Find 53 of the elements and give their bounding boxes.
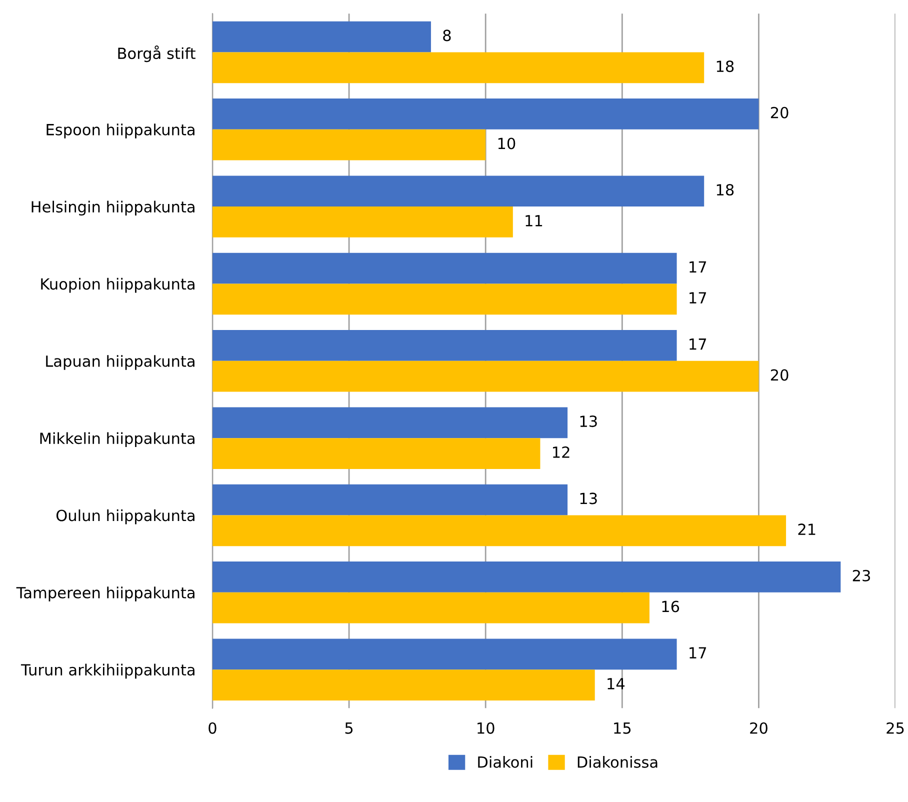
bar xyxy=(212,52,704,84)
x-tick-label: 0 xyxy=(208,722,216,734)
data-label: 8 xyxy=(443,30,451,42)
bar xyxy=(212,206,513,238)
data-label: 12 xyxy=(553,446,570,458)
data-label: 17 xyxy=(690,292,706,304)
y-tick-label: Lapuan hiippakunta xyxy=(46,355,194,370)
data-label: 20 xyxy=(770,106,788,118)
data-label: 13 xyxy=(580,492,597,504)
y-tick-label: Helsingin hiippakunta xyxy=(32,200,194,216)
bar xyxy=(212,98,759,130)
bar xyxy=(212,515,786,546)
bar xyxy=(212,176,704,207)
data-label: 10 xyxy=(498,138,516,150)
data-label: 13 xyxy=(580,416,597,428)
data-label: 18 xyxy=(716,60,734,72)
data-label: 21 xyxy=(798,524,816,535)
data-label: 17 xyxy=(690,338,706,350)
data-label: 23 xyxy=(852,570,870,582)
bar xyxy=(212,592,650,624)
data-label: 18 xyxy=(716,184,734,196)
bar xyxy=(212,252,677,284)
y-tick-label: Turun arkkihiippakunta xyxy=(20,664,194,679)
data-label: 17 xyxy=(690,261,706,273)
bar xyxy=(212,438,540,469)
y-tick-label: Espoon hiippakunta xyxy=(46,124,194,138)
data-label: 17 xyxy=(690,647,706,658)
bar xyxy=(212,407,568,438)
bar xyxy=(212,638,677,670)
bar xyxy=(212,284,677,315)
y-tick-label: Kuopion hiippakunta xyxy=(41,278,194,293)
data-label: 16 xyxy=(662,600,680,612)
bar xyxy=(212,129,486,160)
bar xyxy=(212,21,431,52)
bar xyxy=(212,330,677,361)
bar xyxy=(212,670,595,700)
bar xyxy=(212,562,841,592)
bar xyxy=(212,360,759,392)
x-tick-label: 15 xyxy=(614,722,631,734)
x-tick-label: 5 xyxy=(345,722,353,734)
x-tick-label: 25 xyxy=(886,722,904,734)
x-tick-label: 10 xyxy=(478,722,494,734)
y-tick-label: Mikkelin hiippakunta xyxy=(40,432,194,448)
legend-label: Diakoni xyxy=(478,756,532,768)
legend-label: Diakonissa xyxy=(578,756,658,768)
x-tick-label: 20 xyxy=(750,722,768,734)
data-label: 20 xyxy=(770,369,788,381)
data-label: 14 xyxy=(608,678,625,690)
y-tick-label: Borgå stift xyxy=(118,46,196,62)
bar xyxy=(212,484,568,516)
y-tick-label: Oulun hiippakunta xyxy=(56,509,194,524)
y-tick-label: Tampereen hiippakunta xyxy=(16,586,194,602)
data-label: 11 xyxy=(526,215,542,226)
